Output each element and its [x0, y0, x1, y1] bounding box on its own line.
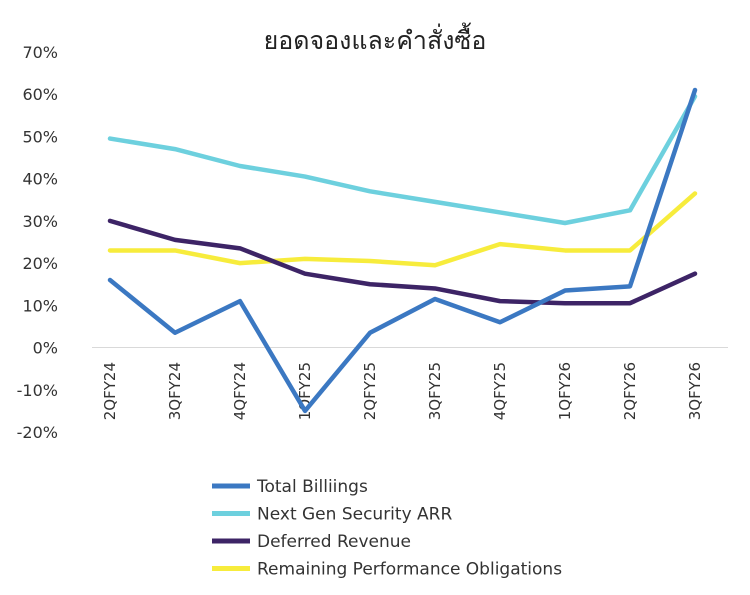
- series-line: [107, 87, 698, 414]
- x-tick-label: 3QFY25: [426, 362, 444, 420]
- series-lines: [107, 87, 698, 414]
- chart-title: ยอดจองและคำสั่งซื้อ: [264, 22, 487, 55]
- legend-label: Total Billiings: [256, 477, 368, 497]
- x-axis-ticks: 2QFY24 3QFY24 4QFY24 1QFY25 2QFY25 3QFY25 4QFY…: [101, 362, 704, 420]
- x-tick-label: 2QFY26: [621, 362, 639, 420]
- y-tick-label: 30%: [22, 212, 58, 231]
- x-tick-label: 3QFY26: [686, 362, 704, 420]
- y-tick-label: 40%: [22, 170, 58, 189]
- legend: Total Billiings Next Gen Security ARR Defe…: [212, 477, 562, 580]
- x-tick-label: 2QFY24: [101, 362, 119, 420]
- x-tick-label: 2QFY25: [361, 362, 379, 420]
- y-axis-ticks: 70% 60% 50% 40% 30% 20% 10% 0% -10% -20%: [17, 43, 58, 442]
- legend-label: Next Gen Security ARR: [257, 505, 452, 525]
- y-tick-label: -10%: [17, 381, 58, 400]
- series-line: [107, 94, 698, 226]
- y-tick-label: 70%: [22, 43, 58, 62]
- y-tick-label: 60%: [22, 85, 58, 104]
- y-tick-label: 50%: [22, 127, 58, 146]
- x-tick-label: 4QFY25: [491, 362, 509, 420]
- x-tick-label: 4QFY24: [231, 362, 249, 420]
- x-tick-label: 1QFY26: [556, 362, 574, 420]
- y-tick-label: 0%: [33, 339, 58, 358]
- series-line: [107, 191, 698, 268]
- x-tick-label: 3QFY24: [166, 362, 184, 420]
- series-line: [107, 218, 698, 306]
- legend-label: Remaining Performance Obligations: [257, 560, 562, 580]
- y-tick-label: 10%: [22, 296, 58, 315]
- y-tick-label: -20%: [17, 423, 58, 442]
- y-tick-label: 20%: [22, 254, 58, 273]
- legend-label: Deferred Revenue: [257, 532, 411, 552]
